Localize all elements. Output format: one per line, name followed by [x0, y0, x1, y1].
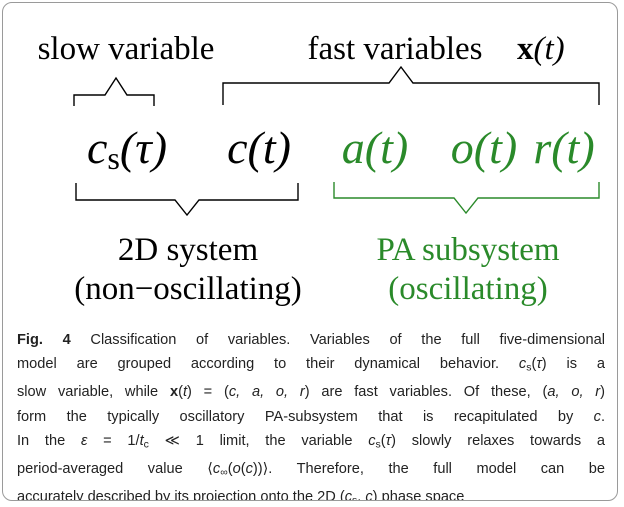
caption-line: period-averaged value ⟨c∞(o(c))⟩. Theref…: [17, 457, 605, 485]
text-run: c, a, o, r: [228, 384, 305, 401]
caption-line: In the ε = 1/tc ≪ 1 limit, the variable …: [17, 429, 605, 457]
text-run: ))⟩. Therefore, the full model can be: [252, 461, 606, 478]
text-run: s: [375, 438, 381, 451]
text-run: s: [526, 362, 532, 375]
text-run: (t): [534, 31, 565, 67]
group-sublabel: (oscillating): [388, 271, 547, 307]
text-run: x: [169, 384, 179, 401]
text-run: (: [380, 433, 386, 450]
text-run: τ: [385, 433, 392, 450]
text-run: a, o, r: [547, 384, 601, 401]
text-run: c: [87, 122, 107, 173]
text-run: ≪ 1 limit, the variable: [148, 433, 369, 450]
text-run: c: [245, 461, 253, 478]
fast-symbol: x(t): [517, 31, 565, 67]
text-run: c: [365, 489, 373, 501]
caption: Fig. 4 Classification of variables. Vari…: [17, 328, 605, 501]
text-run: s: [107, 140, 120, 176]
text-run: ,: [357, 489, 366, 501]
variable: a(t): [342, 122, 408, 173]
text-run: ) slowly relaxes towards a: [391, 433, 605, 450]
text-run: Classification of variables. Variables o…: [70, 332, 606, 348]
text-run: slow variable, while: [17, 384, 170, 401]
group-sublabel: (non−oscillating): [74, 271, 302, 307]
variable: r(t): [533, 122, 594, 173]
caption-line: form the typically oscillatory PA-subsys…: [17, 405, 605, 429]
text-run: (: [240, 461, 246, 478]
text-run: .: [600, 408, 605, 425]
text-run: form the typically oscillatory PA-subsys…: [17, 408, 594, 425]
fast-label: fast variables: [307, 31, 482, 67]
text-run: o(t): [451, 122, 517, 173]
text-run: (τ): [120, 122, 167, 173]
text-run: fast variables: [307, 31, 482, 67]
text-run: τ: [536, 356, 542, 373]
text-run: period-averaged value ⟨: [17, 461, 213, 478]
bracket: [333, 182, 600, 215]
text-run: ε: [80, 433, 88, 450]
text-run: model are grouped according to their dyn…: [17, 356, 519, 373]
text-run: c(t): [227, 122, 291, 173]
text-run: ) are fast variables. Of these, (: [304, 384, 548, 401]
text-run: c: [143, 438, 149, 451]
bracket: [73, 76, 155, 106]
text-run: In the: [17, 433, 81, 450]
text-run: (: [227, 461, 233, 478]
text-run: (: [178, 384, 183, 401]
figure-frame: slow variable fast variables x(t) cs(τ) c(t…: [2, 2, 618, 501]
text-run: t: [182, 384, 188, 401]
text-run: o: [232, 461, 241, 478]
text-run: s: [352, 494, 358, 501]
text-run: c: [368, 433, 376, 450]
group-label: PA subsystem: [376, 232, 559, 268]
text-run: r(t): [533, 122, 594, 173]
variable: c(t): [227, 122, 291, 173]
text-run: c: [212, 461, 221, 478]
text-run: t: [139, 433, 144, 450]
text-run: Fig. 4: [17, 332, 71, 348]
group-label: 2D system: [118, 232, 259, 268]
text-run: ): [600, 384, 606, 401]
caption-line: model are grouped according to their dyn…: [17, 352, 605, 380]
diagram: slow variable fast variables x(t)cs(τ) c(t…: [38, 31, 600, 307]
text-run: = 1/: [87, 433, 140, 450]
text-run: a(t): [342, 122, 408, 173]
text-run: ∞: [220, 466, 228, 479]
caption-line: Fig. 4 Classification of variables. Vari…: [17, 328, 605, 352]
variable: o(t): [451, 122, 517, 173]
caption-line: slow variable, while x(t) = (c, a, o, r)…: [17, 380, 605, 404]
text-run: (: [531, 356, 537, 373]
bracket: [222, 65, 600, 105]
text-run: ) is a: [541, 356, 605, 373]
text-run: accurately described by its projection o…: [17, 489, 345, 501]
text-run: x: [517, 31, 534, 67]
slow-label: slow variable: [38, 31, 215, 67]
text-run: c: [518, 356, 527, 373]
caption-line: accurately described by its projection o…: [17, 485, 605, 501]
text-run: c: [593, 408, 601, 425]
bracket: [75, 183, 299, 217]
text-run: ) phase space: [372, 489, 465, 501]
text-run: ) = (: [187, 384, 229, 401]
variable: cs(τ): [87, 122, 167, 176]
text-run: c: [344, 489, 353, 501]
